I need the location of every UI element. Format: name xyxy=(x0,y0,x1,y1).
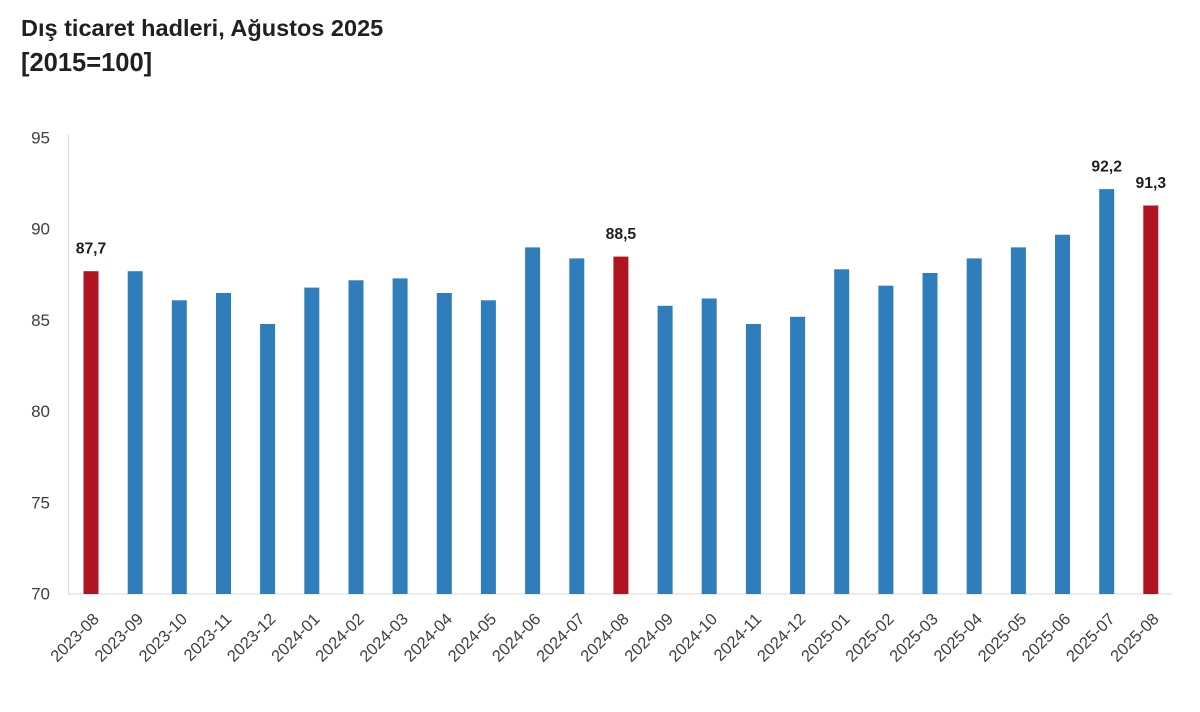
svg-text:95: 95 xyxy=(31,129,50,148)
svg-text:2025-08: 2025-08 xyxy=(1107,610,1163,666)
svg-text:70: 70 xyxy=(31,585,50,604)
svg-text:92,2: 92,2 xyxy=(1091,159,1122,176)
svg-text:80: 80 xyxy=(31,402,50,421)
svg-text:90: 90 xyxy=(31,220,50,239)
svg-text:91,3: 91,3 xyxy=(1136,175,1167,192)
svg-text:2024-10: 2024-10 xyxy=(665,610,721,666)
svg-text:88,5: 88,5 xyxy=(606,226,637,243)
svg-text:75: 75 xyxy=(31,493,50,512)
svg-text:85: 85 xyxy=(31,311,50,330)
svg-text:87,7: 87,7 xyxy=(76,241,107,258)
svg-text:2023-10: 2023-10 xyxy=(136,610,192,666)
